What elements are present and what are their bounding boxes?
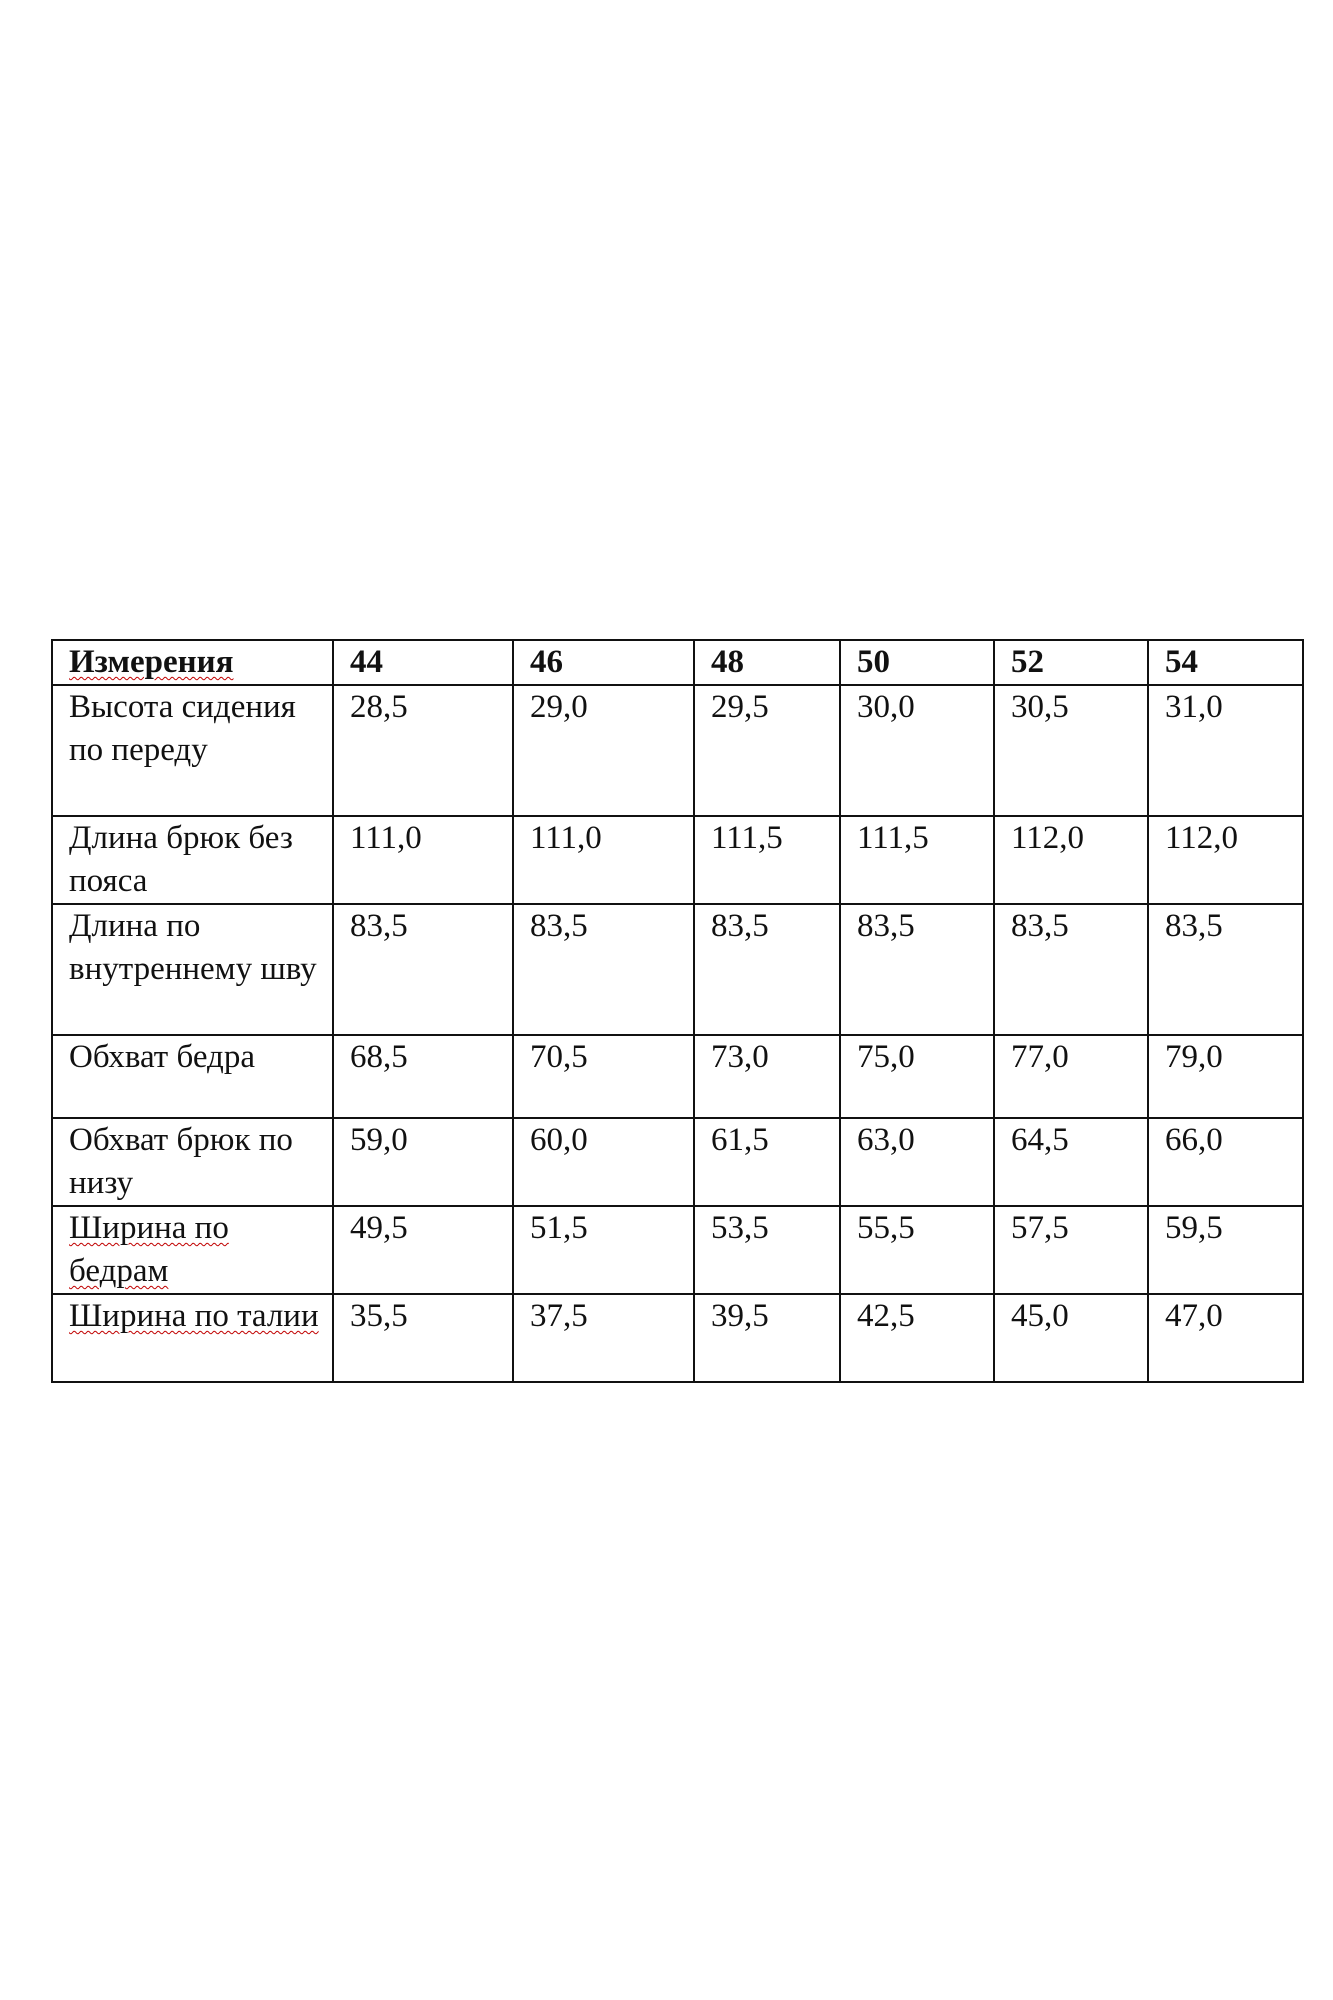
- table-row: Обхват бедра 68,5 70,5 73,0 75,0 77,0 79,0: [51, 1034, 1304, 1119]
- size-value: 30,5: [993, 684, 1149, 817]
- column-header: 50: [839, 639, 995, 686]
- size-value: 29,5: [693, 684, 841, 817]
- size-value: 28,5: [332, 684, 514, 817]
- size-value: 73,0: [693, 1034, 841, 1119]
- size-value: 83,5: [332, 903, 514, 1036]
- size-value: 39,5: [693, 1293, 841, 1383]
- size-value: 79,0: [1147, 1034, 1304, 1119]
- table-row: Высота сидения по переду 28,5 29,0 29,5 30,0…: [51, 684, 1304, 817]
- size-value: 60,0: [512, 1117, 695, 1207]
- column-header: 54: [1147, 639, 1304, 686]
- measurement-label: Ширина по бедрам: [51, 1205, 334, 1295]
- size-value: 61,5: [693, 1117, 841, 1207]
- size-value: 112,0: [1147, 815, 1304, 905]
- size-value: 83,5: [839, 903, 995, 1036]
- table-row: Ширина по талии 35,5 37,5 39,5 42,5 45,0 47,0: [51, 1293, 1304, 1383]
- size-value: 83,5: [1147, 903, 1304, 1036]
- size-value: 111,5: [839, 815, 995, 905]
- size-value: 83,5: [693, 903, 841, 1036]
- size-value: 30,0: [839, 684, 995, 817]
- column-header: Измерения: [51, 639, 334, 686]
- size-value: 75,0: [839, 1034, 995, 1119]
- size-value: 59,0: [332, 1117, 514, 1207]
- table-row: Ширина по бедрам 49,5 51,5 53,5 55,5 57,5 59,5: [51, 1205, 1304, 1295]
- measurement-label: Ширина по талии: [51, 1293, 334, 1383]
- size-value: 55,5: [839, 1205, 995, 1295]
- size-value: 31,0: [1147, 684, 1304, 817]
- size-value: 57,5: [993, 1205, 1149, 1295]
- size-value: 68,5: [332, 1034, 514, 1119]
- column-header: 44: [332, 639, 514, 686]
- column-header: 48: [693, 639, 841, 686]
- table-row: Обхват брюк по низу 59,0 60,0 61,5 63,0 64,5 6…: [51, 1117, 1304, 1207]
- size-value: 66,0: [1147, 1117, 1304, 1207]
- size-value: 59,5: [1147, 1205, 1304, 1295]
- measurement-label: Высота сидения по переду: [51, 684, 334, 817]
- size-value: 51,5: [512, 1205, 695, 1295]
- size-value: 35,5: [332, 1293, 514, 1383]
- measurement-label: Обхват брюк по низу: [51, 1117, 334, 1207]
- size-value: 45,0: [993, 1293, 1149, 1383]
- size-value: 42,5: [839, 1293, 995, 1383]
- size-value: 47,0: [1147, 1293, 1304, 1383]
- size-value: 63,0: [839, 1117, 995, 1207]
- size-value: 37,5: [512, 1293, 695, 1383]
- size-value: 111,0: [332, 815, 514, 905]
- size-value: 49,5: [332, 1205, 514, 1295]
- table-row: Длина брюк без пояса 111,0 111,0 111,5 111,5…: [51, 815, 1304, 905]
- size-value: 83,5: [512, 903, 695, 1036]
- size-value: 53,5: [693, 1205, 841, 1295]
- size-value: 111,0: [512, 815, 695, 905]
- header-row: Измерения 44 46 48 50 52 54: [51, 639, 1304, 686]
- column-header: 52: [993, 639, 1149, 686]
- size-value: 83,5: [993, 903, 1149, 1036]
- size-value: 29,0: [512, 684, 695, 817]
- column-header: 46: [512, 639, 695, 686]
- size-value: 112,0: [993, 815, 1149, 905]
- measurement-label: Длина брюк без пояса: [51, 815, 334, 905]
- measurement-label: Длина по внутреннему шву: [51, 903, 334, 1036]
- size-value: 77,0: [993, 1034, 1149, 1119]
- measurement-label: Обхват бедра: [51, 1034, 334, 1119]
- size-value: 111,5: [693, 815, 841, 905]
- table-row: Длина по внутреннему шву 83,5 83,5 83,5 83,5…: [51, 903, 1304, 1036]
- size-value: 70,5: [512, 1034, 695, 1119]
- size-value: 64,5: [993, 1117, 1149, 1207]
- size-table: Измерения 44 46 48 50 52 54 Высота сидения по п…: [51, 639, 1304, 1383]
